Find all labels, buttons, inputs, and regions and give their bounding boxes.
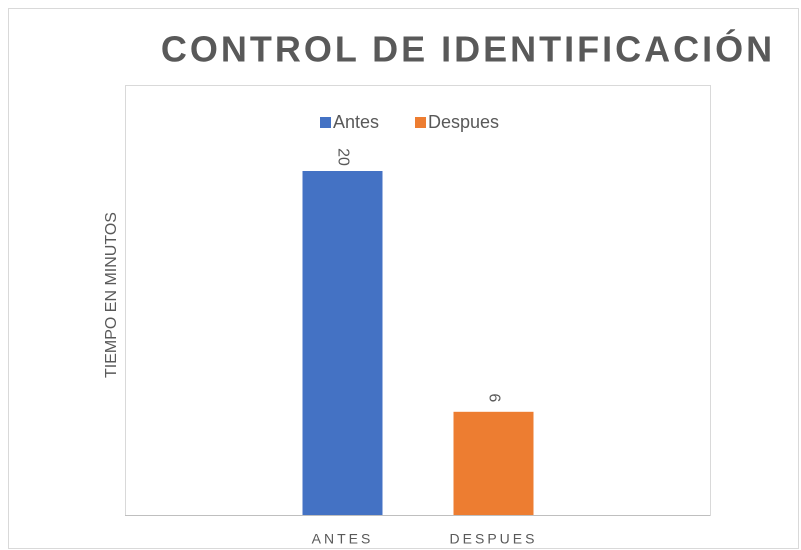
bar <box>302 171 383 515</box>
legend-label: Antes <box>333 112 379 132</box>
x-tick-label: DESPUES <box>450 531 538 547</box>
legend-swatch <box>415 117 426 128</box>
chart-title: CONTROL DE IDENTIFICACIÓN <box>161 28 775 70</box>
bar <box>453 411 534 515</box>
y-axis-label: TIEMPO EN MINUTOS <box>103 212 120 378</box>
data-label: 20 <box>334 148 351 166</box>
legend-swatch <box>320 117 331 128</box>
chart-border <box>8 8 799 549</box>
data-label: 6 <box>485 393 502 402</box>
x-tick-label: ANTES <box>312 531 374 547</box>
legend-label: Despues <box>428 112 499 132</box>
